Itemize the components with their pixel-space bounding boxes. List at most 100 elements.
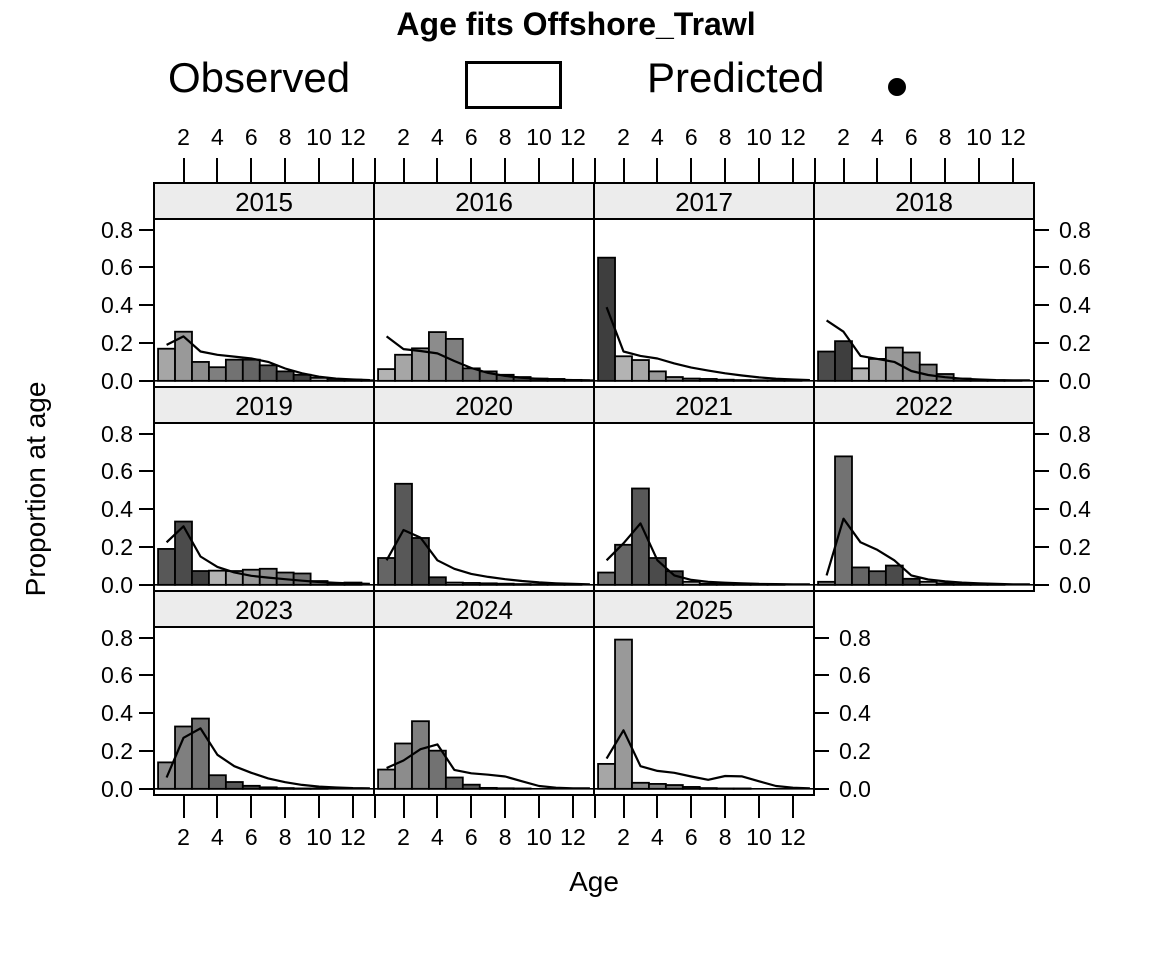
x-tick-label: 2 [397,824,410,850]
x-tick [250,796,252,818]
panel-plot-area [593,422,815,592]
predicted-line [166,335,370,382]
x-tick-label: 4 [430,124,444,150]
panel-strip-label: 2019 [153,386,375,422]
y-tick [1035,266,1049,268]
x-tick [623,158,625,182]
observed-bar-age-2 [394,482,413,586]
observed-bar-age-1 [817,350,836,382]
observed-bar-age-4 [648,370,667,382]
y-tick-label: 0.0 [101,368,133,394]
observed-bar-age-3 [851,566,870,586]
y-tick [1035,433,1049,435]
predicted-line [825,517,1030,586]
observed-bar-age-1 [157,347,176,382]
x-tick [318,158,320,182]
observed-bar-age-3 [191,361,210,382]
y-tick-label: 0.4 [101,700,133,726]
x-tick [572,158,574,182]
x-tick-label: 4 [210,124,224,150]
panel-boundary-tick [374,158,376,182]
panel-strip-label: 2018 [813,182,1035,218]
panel-2025: 2025 [593,590,815,796]
x-tick [690,796,692,818]
panel-boundary-tick [374,796,376,818]
predicted-line [165,525,370,585]
x-tick-label: 10 [746,124,772,150]
x-tick-label: 10 [746,824,772,850]
x-tick-label: 12 [780,824,806,850]
x-axis-title: Age [569,866,619,897]
y-tick [1035,229,1049,231]
x-tick [284,158,286,182]
x-tick-label: 4 [430,824,444,850]
x-tick-label: 4 [650,824,664,850]
x-tick-label: 12 [1000,124,1026,150]
x-tick [352,796,354,818]
x-tick [352,158,354,182]
y-tick [139,788,153,790]
observed-bar-swatch-icon [465,61,562,109]
x-tick [538,158,540,182]
x-tick [843,158,845,182]
observed-bar-age-3 [631,359,650,382]
observed-bar-age-1 [597,762,616,790]
observed-bar-age-8 [275,370,295,382]
observed-bar-age-5 [224,781,244,790]
x-tick [436,796,438,818]
y-tick [139,750,153,752]
y-tick [1035,546,1049,548]
x-tick [978,158,980,182]
panel-strip-label: 2023 [153,590,375,626]
y-tick [139,380,153,382]
observed-bar-age-1 [377,557,396,586]
y-tick [139,342,153,344]
observed-bar-age-4 [208,366,227,382]
x-tick [403,158,405,182]
y-tick-label: 0.8 [101,421,133,447]
x-tick [216,796,218,818]
panel-2022: 2022 [813,386,1035,592]
panel-boundary-tick [594,796,596,818]
observed-bar-age-6 [241,358,261,382]
predicted-line [386,743,590,790]
y-tick-label: 0.6 [101,458,133,484]
x-tick-label: 10 [526,124,552,150]
x-tick [183,158,185,182]
predicted-line [825,319,1030,382]
observed-bar-age-5 [444,776,464,790]
y-tick-label: 0.2 [1059,330,1091,356]
x-tick [758,796,760,818]
y-tick [1035,342,1049,344]
panel-strip-label: 2017 [593,182,815,218]
panel-strip-label: 2025 [593,590,815,626]
panel-2020: 2020 [373,386,595,592]
panel-strip-label: 2016 [373,182,595,218]
x-tick [470,158,472,182]
x-tick [724,158,726,182]
panel-plot-area [813,422,1035,592]
predicted-line [605,306,810,382]
panel-plot-area [373,626,595,796]
panel-strip-label: 2022 [813,386,1035,422]
y-tick [139,674,153,676]
panel-border [813,422,1035,592]
observed-bar-age-2 [614,355,633,382]
x-tick [250,158,252,182]
x-tick [1012,158,1014,182]
observed-bar-age-2 [834,340,853,382]
y-tick [1035,380,1049,382]
predicted-line [605,522,810,586]
y-tick [139,546,153,548]
y-tick-label: 0.4 [1059,496,1091,522]
y-tick [1035,508,1049,510]
y-tick-label: 0.0 [839,776,871,802]
observed-bar-age-1 [597,571,616,586]
panel-border [593,626,815,796]
panel-2015: 2015 [153,182,375,388]
x-tick-label: 8 [498,824,512,850]
x-tick-label: 2 [177,124,190,150]
y-tick [1035,584,1049,586]
x-tick [284,796,286,818]
y-tick-label: 0.8 [101,625,133,651]
